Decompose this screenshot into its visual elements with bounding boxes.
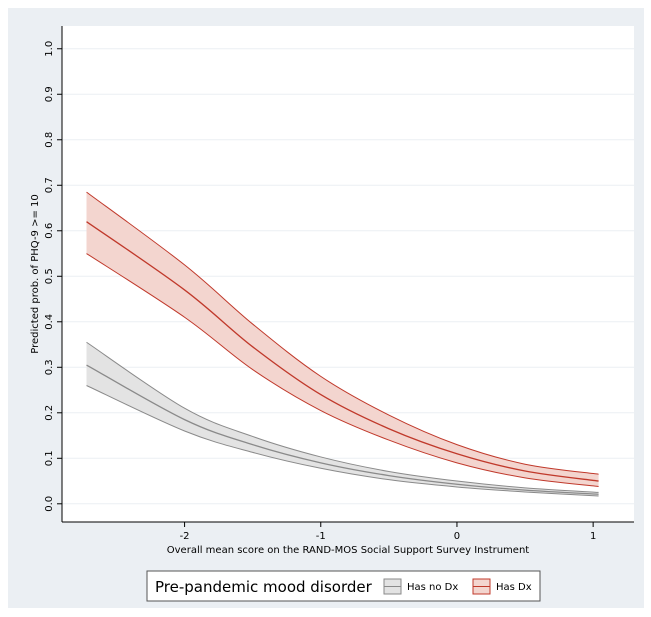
y-tick-label: 1.0 xyxy=(44,41,55,57)
ci-lower-line-has-dx xyxy=(86,253,599,488)
confidence-bands xyxy=(86,192,599,497)
y-tick-label: 0.5 xyxy=(44,268,55,284)
prediction-line-has-no-dx xyxy=(86,364,599,495)
x-tick-label: -1 xyxy=(316,531,326,542)
ci-upper-line-has-no-dx xyxy=(86,341,599,493)
x-tick-label: 0 xyxy=(454,531,460,542)
y-tick-label: 0.0 xyxy=(44,496,55,512)
legend: Pre-pandemic mood disorder Has no Dx Has… xyxy=(146,570,541,602)
y-tick-label: 0.7 xyxy=(44,177,55,193)
y-tick-label: 0.6 xyxy=(44,223,55,239)
y-tick-label: 0.3 xyxy=(44,359,55,375)
ci-lower-line-has-no-dx xyxy=(86,385,599,497)
x-tick-label: -2 xyxy=(180,531,190,542)
y-tick-label: 0.8 xyxy=(44,132,55,148)
prediction-line-has-dx xyxy=(86,221,599,482)
x-axis-ticks: -2 -1 0 1 xyxy=(180,522,596,542)
y-tick-label: 0.4 xyxy=(44,314,55,330)
y-tick-label: 0.9 xyxy=(44,86,55,102)
legend-label-has-no-dx: Has no Dx xyxy=(407,582,458,593)
y-axis-label: Predicted prob. of PHQ-9 >= 10 xyxy=(30,194,41,354)
y-tick-label: 0.2 xyxy=(44,405,55,421)
ci-upper-line-has-dx xyxy=(86,191,599,475)
ci-band-has-no-dx xyxy=(86,342,599,497)
x-axis-label: Overall mean score on the RAND-MOS Socia… xyxy=(167,545,530,556)
y-axis-ticks: 0.0 0.1 0.2 0.3 0.4 0.5 0.6 0.7 0.8 0.9 1.0 xyxy=(44,41,62,512)
x-tick-label: 1 xyxy=(590,531,596,542)
y-tick-label: 0.1 xyxy=(44,450,55,466)
legend-label-has-dx: Has Dx xyxy=(496,582,532,593)
legend-title: Pre-pandemic mood disorder xyxy=(155,578,373,596)
series-lines xyxy=(86,191,599,497)
